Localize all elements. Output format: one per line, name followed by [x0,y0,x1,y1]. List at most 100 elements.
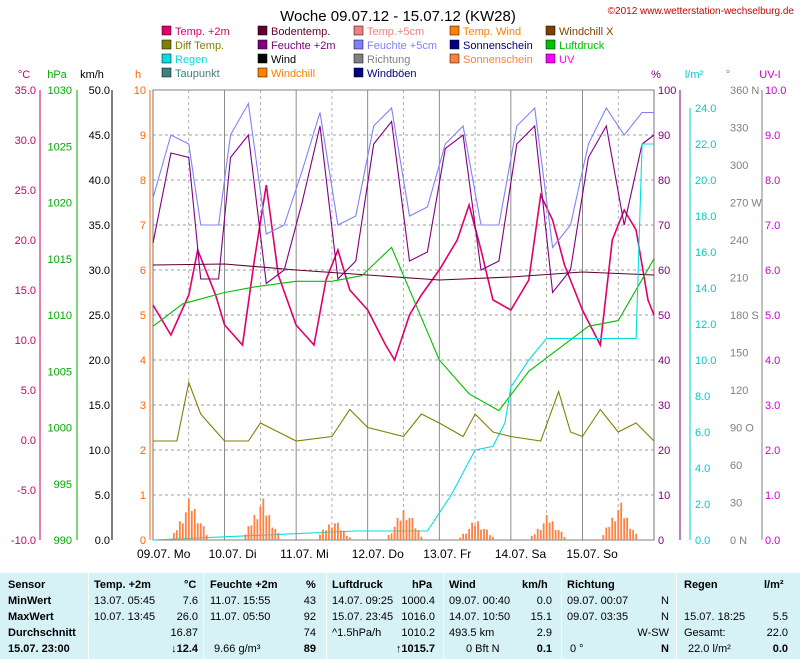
axis-tick-label: 20.0 [15,235,36,247]
max-wind-value: 15.1 [530,611,552,623]
sunshine-bar [420,536,423,540]
legend-swatch [449,39,460,50]
axis-tick-label: 10.0 [89,445,110,457]
min-temp-time: 13.07. 05:45 [94,595,156,607]
axis-tick-label: 5.0 [765,310,780,322]
absolute-humidity: 9.66 g/m³ [214,643,261,655]
header-temp: Temp. +2m [94,579,151,591]
axis-tick-label: 40 [658,355,670,367]
sunshine-bar [608,526,611,540]
x-axis-day-label: 15.07. So [566,547,618,561]
axis-tick-label: 10 [658,490,670,502]
axis-tick-label: 1015 [48,254,72,266]
axis-tick-label: 1.0 [765,490,780,502]
sunshine-bar [611,517,614,540]
axis-tick-label: 7 [140,220,146,232]
sunshine-bar [614,521,617,540]
axis-tick-label: 330 [730,123,748,135]
sunshine-bar [199,523,202,540]
sunshine-bar [483,528,485,540]
min-temp-value: 7.6 [182,595,198,607]
sunshine-bar [277,533,280,540]
sunshine-bar [184,512,187,540]
series-line [152,184,655,362]
sunshine-bar [536,528,539,540]
axis-tick-label: 2.0 [765,445,780,457]
axis-unit-label: hPa [47,69,67,81]
header-humidity: Feuchte +2m [210,579,278,591]
weather-week-chart: Woche 09.07.12 - 15.07.12 (KW28) ©2012 w… [11,6,795,561]
axis-tick-label: 30 [730,498,742,510]
current-wind-value: 0.1 [536,643,552,655]
sunshine-bar [399,520,402,540]
sunshine-bar [178,521,181,540]
axis-tick-label: 6 [140,265,146,277]
max-pressure-time: 15.07. 23:45 [332,611,394,623]
legend-swatch [257,39,268,50]
legend-label: UV [559,54,575,66]
max-direction-value: N [661,611,669,623]
axis-tick-label: 3.0 [765,400,780,412]
axis-tick-label: 100 [658,85,676,97]
avg-direction-value: W-SW [637,627,669,639]
series-line [152,143,654,541]
sunshine-bar [345,535,348,540]
sunshine-bar [563,537,566,540]
current-temp-value: ↓12.4 [171,643,198,655]
legend-label: Windchill X [559,26,614,38]
header-wind: Wind [449,579,476,591]
sunshine-bar [193,508,196,540]
axis-tick-label: 240 [730,235,748,247]
series-line [153,380,655,442]
legend-label: Windböen [367,68,417,80]
min-wind-time: 09.07. 00:40 [449,595,511,607]
sunshine-bar [632,530,635,540]
max-rain-value: 5.5 [772,611,788,623]
axis-tick-label: 5.0 [21,385,36,397]
sunshine-bar [319,534,321,540]
legend-swatch [545,53,556,64]
axis-tick-label: 18.0 [695,211,716,223]
axis-tick-label: 35.0 [89,220,110,232]
sunshine-bar [247,526,250,540]
sunshine-bar [196,523,199,540]
axis-tick-label: 45.0 [89,130,110,142]
axis-tick-label: 0.0 [695,535,710,547]
header-sensor: Sensor [8,579,46,591]
legend-swatch [353,25,364,36]
axis-tick-label: 0.0 [765,535,780,547]
rain-total-label: Gesamt: [684,627,726,639]
axis-tick-label: 5.0 [95,490,110,502]
legend-label: Feuchte +2m [271,40,336,52]
legend-label: Richtung [367,54,410,66]
legend-swatch [353,53,364,64]
axis-tick-label: 30.0 [89,265,110,277]
sunshine-bar [465,533,468,540]
row-min-label: MinWert [8,595,52,607]
sunshine-bar [205,535,208,540]
axis-unit-label: °C [18,69,30,81]
legend-label: Regen [175,54,207,66]
axis-tick-label: 0 [140,535,146,547]
legend-label: Temp.+5cm [367,26,424,38]
sunshine-bar [274,528,277,540]
sunshine-bar [393,526,396,540]
sunshine-bar [548,522,551,540]
axis-tick-label: 10.0 [765,85,786,97]
max-direction-time: 09.07. 03:35 [567,611,629,623]
min-humidity-time: 11.07. 15:55 [210,595,271,607]
axis-tick-label: 990 [54,535,72,547]
axis-tick-label: 0 N [730,535,747,547]
sunshine-bar [253,515,256,540]
sunshine-bar [626,517,629,540]
x-axis-day-label: 13.07. Fr [423,547,471,561]
legend-swatch [545,25,556,36]
row-avg-label: Durchschnitt [8,627,76,639]
sunshine-bar [623,518,626,540]
legend-swatch [257,25,268,36]
axis-tick-label: 16.0 [695,247,716,259]
sunshine-bar [390,533,393,540]
sunshine-bar [530,535,533,540]
copyright-text: ©2012 www.wetterstation-wechselburg.de [608,6,795,17]
sunshine-bar [190,510,193,540]
